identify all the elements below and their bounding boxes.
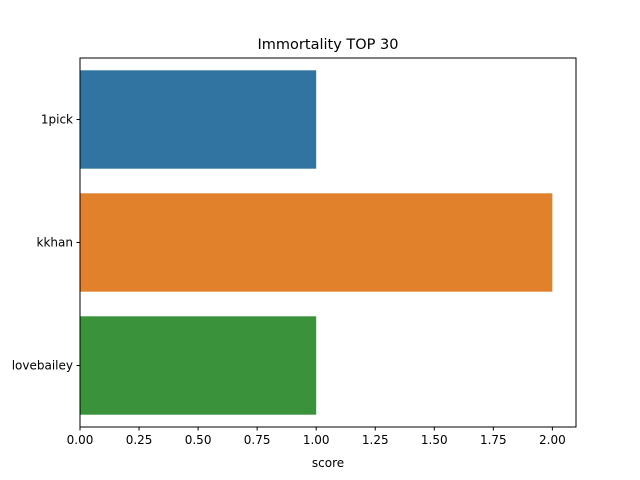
bar-kkhan xyxy=(80,193,553,292)
x-tick-label: 1.25 xyxy=(362,433,389,447)
x-axis-ticks: 0.00 0.25 0.50 0.75 1.00 1.25 1.50 1.75 2.00 xyxy=(67,427,566,447)
y-tick-label: lovebailey xyxy=(12,359,73,373)
x-tick-label: 2.00 xyxy=(539,433,566,447)
y-tick-label: kkhan xyxy=(37,236,73,250)
bar-1pick xyxy=(80,70,317,169)
y-tick-label: 1pick xyxy=(41,113,73,127)
bar-lovebailey xyxy=(80,316,317,415)
x-tick-label: 0.00 xyxy=(67,433,94,447)
x-tick-label: 1.00 xyxy=(303,433,330,447)
chart-title: Immortality TOP 30 xyxy=(258,37,399,53)
x-tick-label: 1.50 xyxy=(421,433,448,447)
bars-group xyxy=(80,70,553,415)
y-axis-ticks: 1pick kkhan lovebailey xyxy=(12,113,80,373)
x-axis-label: score xyxy=(312,456,344,470)
x-tick-label: 1.75 xyxy=(480,433,507,447)
x-tick-label: 0.25 xyxy=(126,433,153,447)
x-tick-label: 0.50 xyxy=(185,433,212,447)
x-tick-label: 0.75 xyxy=(244,433,271,447)
